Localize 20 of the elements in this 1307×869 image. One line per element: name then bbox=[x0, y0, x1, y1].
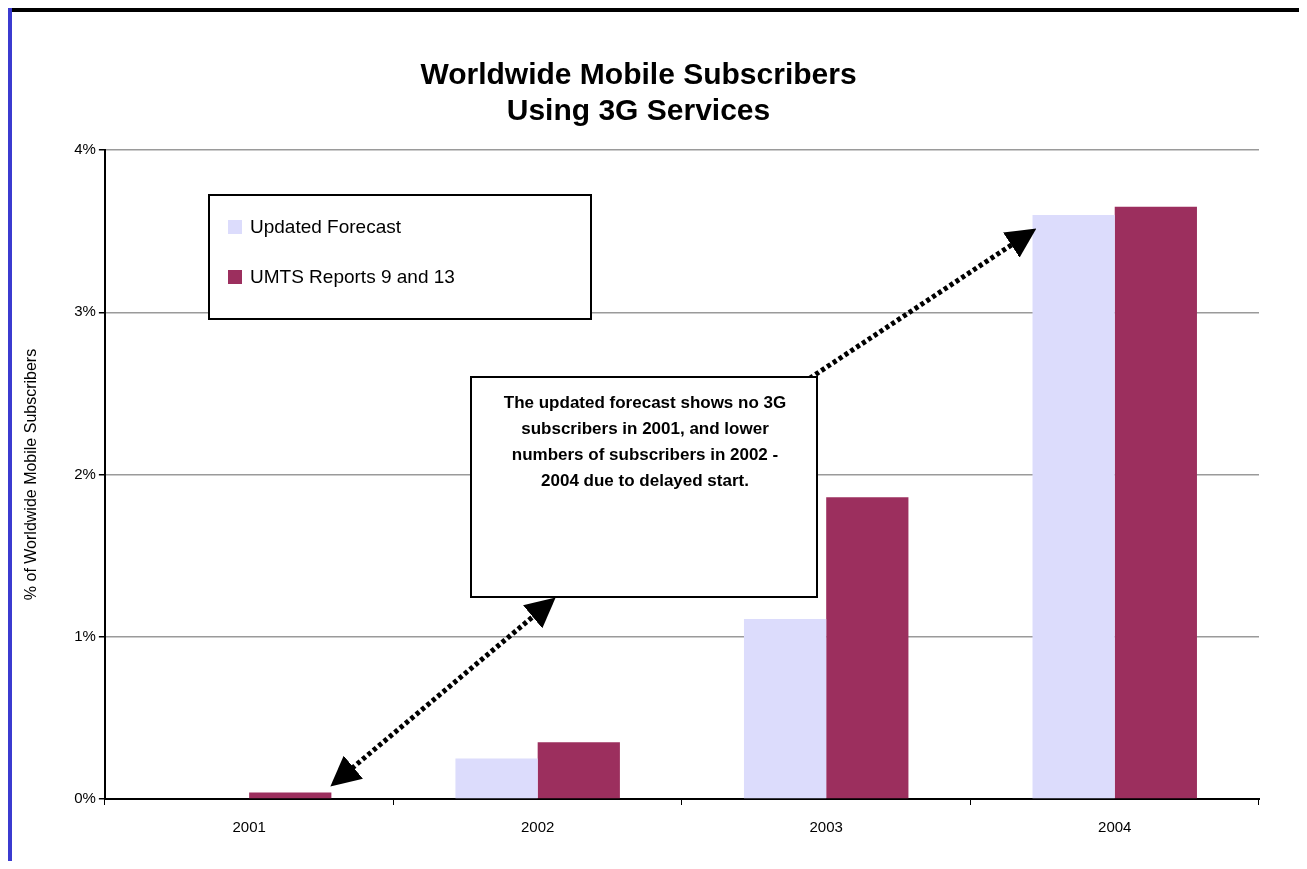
bar bbox=[455, 758, 538, 799]
y-tick-label: 3% bbox=[74, 302, 96, 320]
legend-label: Updated Forecast bbox=[250, 216, 402, 238]
x-tick-label: 2004 bbox=[1098, 818, 1132, 836]
x-tick-label: 2002 bbox=[520, 818, 555, 836]
chart-title: Worldwide Mobile Subscribers Using 3G Services bbox=[420, 57, 857, 127]
x-tick-label: 2001 bbox=[232, 818, 266, 836]
y-tick-label: 4% bbox=[74, 140, 96, 158]
x-tick-label: 2003 bbox=[809, 818, 843, 836]
bar bbox=[743, 618, 827, 799]
bar bbox=[537, 742, 620, 799]
bar bbox=[826, 497, 909, 799]
legend-label: UMTS Reports 9 and 13 bbox=[250, 266, 455, 288]
y-axis-title: % of Worldwide Mobile Subscribers bbox=[22, 348, 40, 601]
bar bbox=[1032, 214, 1115, 799]
bar bbox=[1114, 206, 1197, 799]
y-tick-label: 1% bbox=[74, 626, 96, 644]
y-tick-label: 0% bbox=[74, 789, 96, 807]
y-tick-label: 2% bbox=[74, 464, 96, 482]
annotation: The updated forecast shows no 3G subscribers in 2001, and lower numbers of subscribers in 2002 - 2004 due to delayed start. bbox=[502, 392, 788, 492]
